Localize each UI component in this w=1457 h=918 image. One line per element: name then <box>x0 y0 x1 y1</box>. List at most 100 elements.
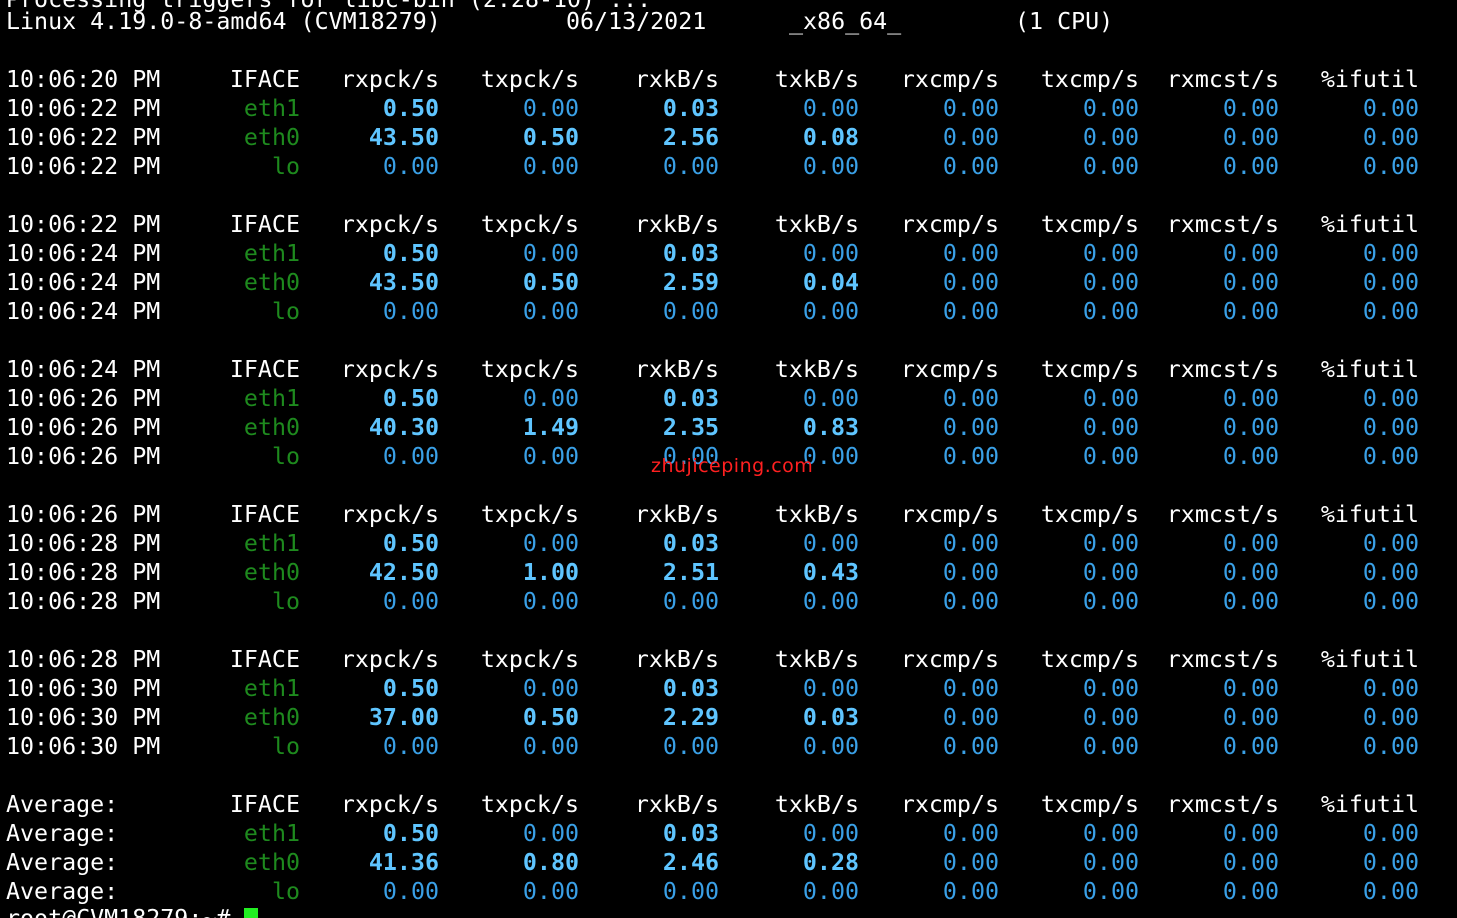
stats-row: 10:06:26 PM lo 0.00 0.00 0.00 0.00 0.00 0.00 0.0… <box>0 442 1457 471</box>
stats-row: Average: eth1 0.50 0.00 0.03 0.00 0.00 0.00 0.00… <box>0 819 1457 848</box>
stat-value: 0.00 <box>1362 443 1419 470</box>
stat-value: 0.00 <box>802 153 859 180</box>
column-header: txpck/s <box>480 646 579 673</box>
row-time: 10:06:30 PM <box>6 675 161 702</box>
stat-value: 0.00 <box>942 675 999 702</box>
interface-name: lo <box>271 733 300 760</box>
stat-value: 2.29 <box>662 704 719 731</box>
column-header: rxmcst/s <box>1166 791 1279 818</box>
stats-header-row: Average: IFACE rxpck/s txpck/s rxkB/s txkB/s r… <box>0 790 1457 819</box>
column-header: txkB/s <box>774 211 859 238</box>
stat-value: 0.00 <box>1082 385 1139 412</box>
stat-value: 2.56 <box>662 124 719 151</box>
stat-value: 0.00 <box>802 530 859 557</box>
stat-value: 0.00 <box>802 878 859 905</box>
stat-value: 0.00 <box>1222 878 1279 905</box>
stat-value: 0.00 <box>522 530 579 557</box>
column-header: txcmp/s <box>1040 646 1139 673</box>
stat-value: 0.00 <box>662 733 719 760</box>
interface-name: eth1 <box>243 240 300 267</box>
interface-name: lo <box>271 878 300 905</box>
column-header-iface: IFACE <box>229 356 300 383</box>
stat-value: 0.00 <box>522 588 579 615</box>
stat-value: 0.00 <box>1082 820 1139 847</box>
stat-value: 0.00 <box>1222 443 1279 470</box>
stat-value: 0.03 <box>662 530 719 557</box>
stat-value: 0.00 <box>1362 414 1419 441</box>
stat-value: 0.00 <box>1222 298 1279 325</box>
row-time: 10:06:26 PM <box>6 385 161 412</box>
stat-value: 0.00 <box>382 878 439 905</box>
column-header: txpck/s <box>480 66 579 93</box>
stat-value: 0.00 <box>1082 443 1139 470</box>
column-header: %ifutil <box>1320 356 1419 383</box>
column-header: rxcmp/s <box>900 646 999 673</box>
stat-value: 0.00 <box>522 820 579 847</box>
stat-value: 0.00 <box>1082 269 1139 296</box>
row-time: 10:06:26 PM <box>6 443 161 470</box>
interface-name: eth0 <box>243 414 300 441</box>
prompt-text: root@CVM18279:~# <box>6 905 244 918</box>
stat-value: 0.43 <box>802 559 859 586</box>
column-header: rxmcst/s <box>1166 66 1279 93</box>
partial-output-line: Processing triggers for libc-bin (2.28-1… <box>0 0 1457 14</box>
stat-value: 0.00 <box>942 124 999 151</box>
stat-value: 0.00 <box>1082 733 1139 760</box>
stat-value: 0.00 <box>1222 820 1279 847</box>
stats-header-row: 10:06:26 PM IFACE rxpck/s txpck/s rxkB/s txkB… <box>0 500 1457 529</box>
stat-value: 0.00 <box>1082 530 1139 557</box>
stat-value: 0.00 <box>522 733 579 760</box>
stat-value: 0.00 <box>1362 849 1419 876</box>
column-header: rxcmp/s <box>900 211 999 238</box>
column-header: rxcmp/s <box>900 501 999 528</box>
stats-row: 10:06:28 PM eth0 42.50 1.00 2.51 0.43 0.00 0.00… <box>0 558 1457 587</box>
stat-value: 0.00 <box>942 820 999 847</box>
column-header: rxpck/s <box>340 211 439 238</box>
stats-row: 10:06:26 PM eth0 40.30 1.49 2.35 0.83 0.00 0.00… <box>0 413 1457 442</box>
row-time: 10:06:24 PM <box>6 298 161 325</box>
row-time: 10:06:24 PM <box>6 269 161 296</box>
stat-value: 0.00 <box>1222 559 1279 586</box>
stat-value: 0.00 <box>1222 733 1279 760</box>
column-header: txpck/s <box>480 791 579 818</box>
prompt-line[interactable]: root@CVM18279:~# <box>0 904 1457 918</box>
stat-value: 0.00 <box>522 675 579 702</box>
interface-name: eth1 <box>243 820 300 847</box>
column-header: rxmcst/s <box>1166 501 1279 528</box>
stat-value: 0.00 <box>1082 414 1139 441</box>
stat-value: 0.00 <box>802 443 859 470</box>
stat-value: 0.00 <box>1222 385 1279 412</box>
interface-name: eth0 <box>243 269 300 296</box>
column-header: rxmcst/s <box>1166 211 1279 238</box>
interface-name: eth0 <box>243 124 300 151</box>
stat-value: 0.00 <box>382 443 439 470</box>
stat-value: 0.00 <box>1222 530 1279 557</box>
column-header-iface: IFACE <box>229 501 300 528</box>
stat-value: 0.00 <box>942 849 999 876</box>
column-header: txkB/s <box>774 501 859 528</box>
stats-header-row: 10:06:22 PM IFACE rxpck/s txpck/s rxkB/s txkB… <box>0 210 1457 239</box>
stat-value: 0.00 <box>382 153 439 180</box>
stat-value: 0.03 <box>662 820 719 847</box>
column-header: txkB/s <box>774 646 859 673</box>
shell-prompt[interactable]: root@CVM18279:~# <box>6 904 259 918</box>
stat-value: 1.00 <box>522 559 579 586</box>
stat-value: 0.50 <box>522 269 579 296</box>
column-header: rxmcst/s <box>1166 646 1279 673</box>
stat-value: 0.00 <box>1362 95 1419 122</box>
stats-header-row: 10:06:28 PM IFACE rxpck/s txpck/s rxkB/s txkB… <box>0 645 1457 674</box>
column-header-iface: IFACE <box>229 791 300 818</box>
column-header: txcmp/s <box>1040 501 1139 528</box>
stat-value: 0.00 <box>1222 95 1279 122</box>
stat-value: 0.00 <box>1362 675 1419 702</box>
column-header: rxcmp/s <box>900 791 999 818</box>
stat-value: 0.00 <box>1082 588 1139 615</box>
stat-value: 0.00 <box>1362 588 1419 615</box>
stat-value: 2.35 <box>662 414 719 441</box>
stat-value: 0.50 <box>382 385 439 412</box>
row-time: 10:06:28 PM <box>6 588 161 615</box>
stat-value: 0.03 <box>802 704 859 731</box>
kernel-info: Linux 4.19.0-8-amd64 (CVM18279) <box>6 8 441 35</box>
stat-value: 0.03 <box>662 385 719 412</box>
